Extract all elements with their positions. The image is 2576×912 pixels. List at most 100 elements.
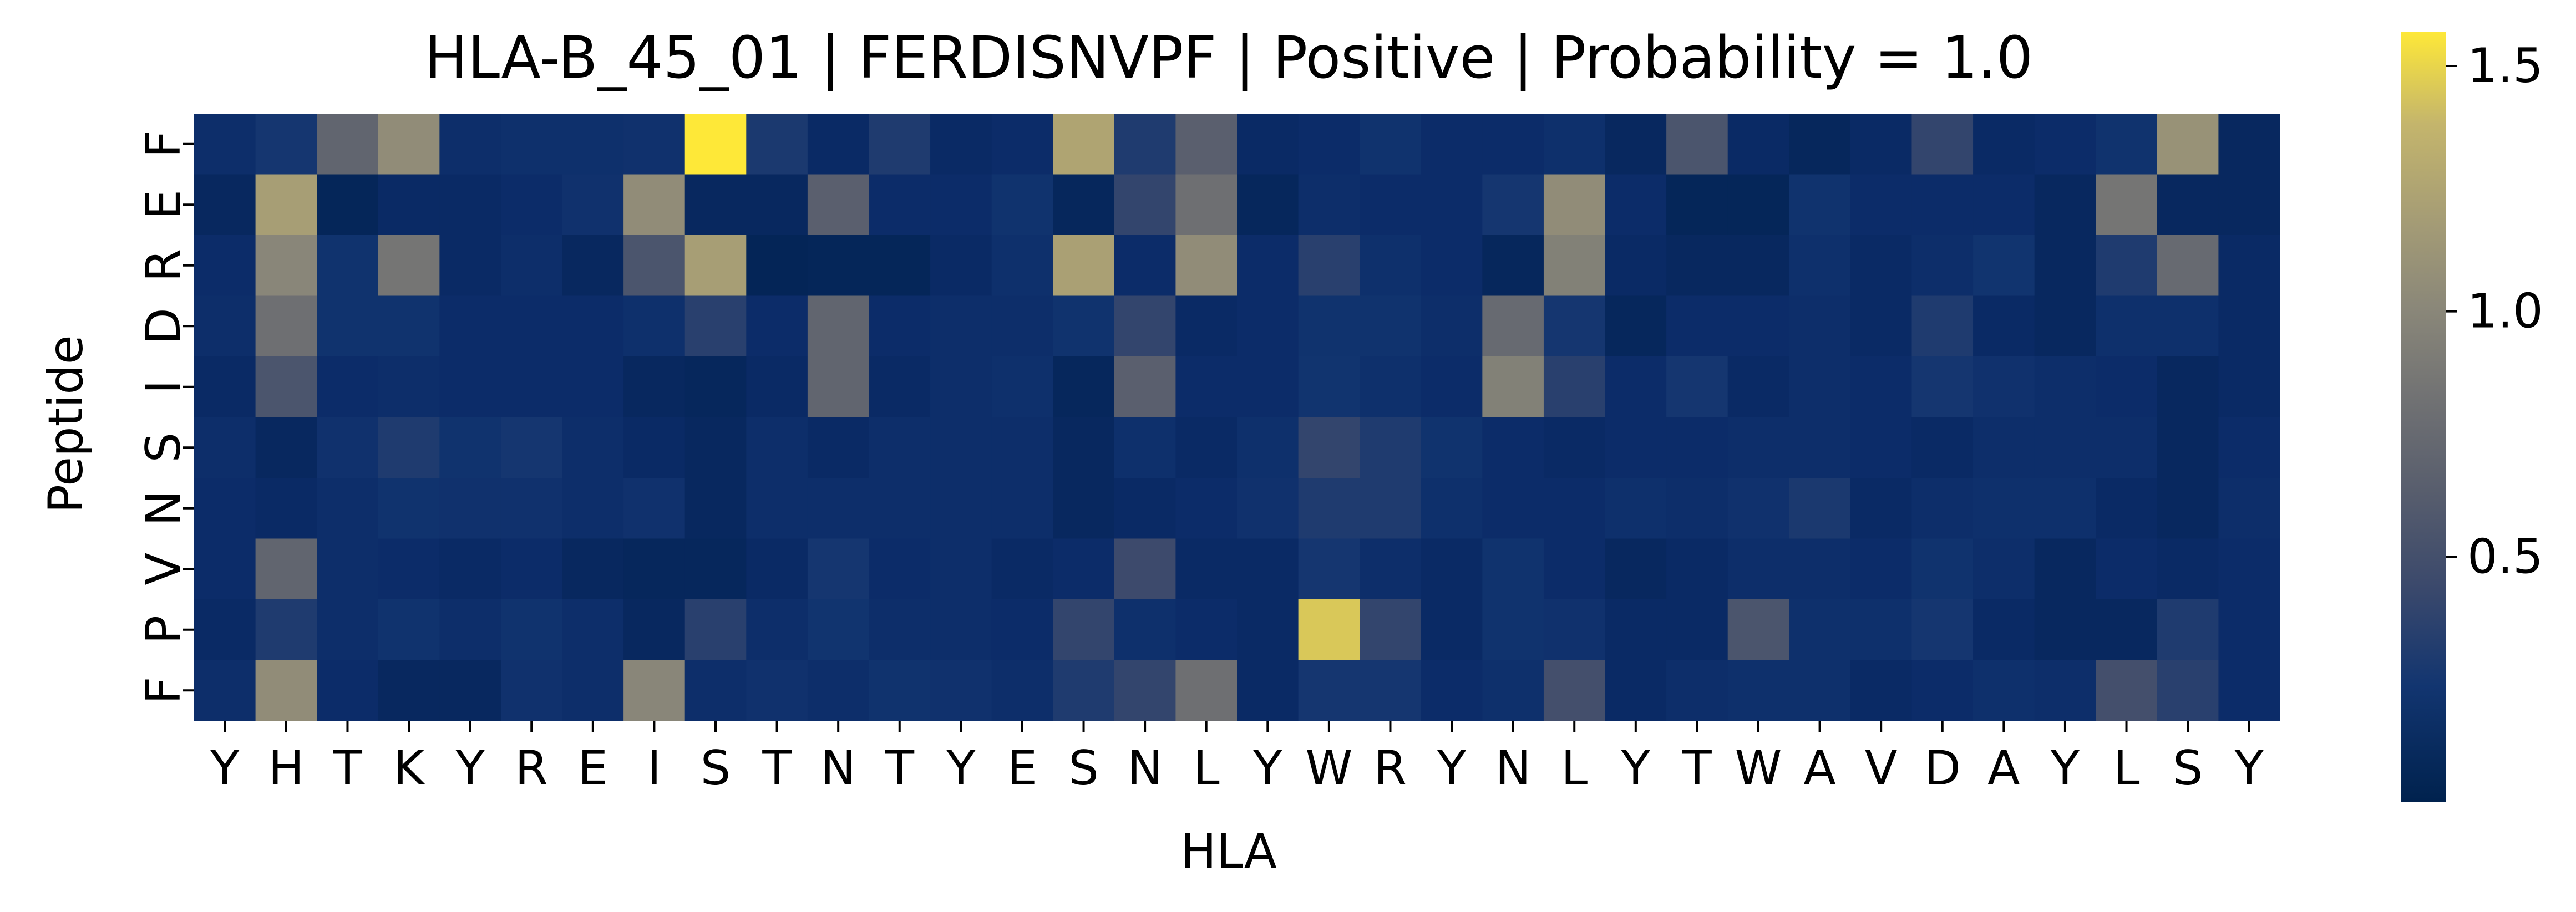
heatmap-cell xyxy=(439,235,501,296)
heatmap-cell xyxy=(1605,235,1667,296)
heatmap-cell xyxy=(1053,478,1114,539)
heatmap-cell xyxy=(1973,114,2035,175)
heatmap-cell xyxy=(2218,296,2280,357)
heatmap-cell xyxy=(1728,235,1789,296)
heatmap-cell xyxy=(930,296,992,357)
heatmap-cell xyxy=(1360,296,1421,357)
heatmap-cell xyxy=(2096,296,2157,357)
x-tick-label: S xyxy=(2173,741,2203,796)
heatmap-cell xyxy=(992,356,1053,417)
heatmap-cell xyxy=(1789,296,1850,357)
heatmap-cell xyxy=(808,235,869,296)
heatmap-cell xyxy=(1421,599,1483,660)
heatmap-cell xyxy=(194,296,256,357)
heatmap-cell xyxy=(1605,478,1667,539)
heatmap-cell xyxy=(1728,175,1789,236)
heatmap-cell xyxy=(1789,539,1850,600)
heatmap-cell xyxy=(1666,356,1728,417)
heatmap-cell xyxy=(1911,296,1973,357)
heatmap-cell xyxy=(439,599,501,660)
heatmap-cell xyxy=(1544,175,1605,236)
heatmap-cell xyxy=(1421,356,1483,417)
heatmap-cell xyxy=(623,539,685,600)
heatmap-cell xyxy=(1114,539,1176,600)
heatmap-cell xyxy=(378,539,440,600)
heatmap-cell xyxy=(1666,114,1728,175)
heatmap-cell xyxy=(869,478,930,539)
heatmap-cell xyxy=(317,296,378,357)
heatmap-cell xyxy=(378,296,440,357)
heatmap-cell xyxy=(1053,356,1114,417)
heatmap-cell xyxy=(1360,417,1421,478)
heatmap-cell xyxy=(1973,478,2035,539)
heatmap-cell xyxy=(1175,478,1237,539)
heatmap-cell xyxy=(1237,599,1299,660)
heatmap-cell xyxy=(1544,478,1605,539)
y-axis-label: Peptide xyxy=(38,335,94,513)
heatmap-cell xyxy=(501,175,562,236)
x-tick-label: V xyxy=(1865,741,1898,796)
heatmap-cell xyxy=(930,114,992,175)
heatmap-cell xyxy=(1299,296,1360,357)
heatmap-cell xyxy=(256,175,317,236)
heatmap-cell xyxy=(1544,356,1605,417)
heatmap-cell xyxy=(1911,417,1973,478)
heatmap-cell xyxy=(1911,599,1973,660)
heatmap-cell xyxy=(1175,175,1237,236)
heatmap-cell xyxy=(1299,114,1360,175)
heatmap-cell xyxy=(378,599,440,660)
heatmap-cell xyxy=(2035,114,2096,175)
heatmap-cell xyxy=(1053,175,1114,236)
heatmap-cell xyxy=(1053,235,1114,296)
heatmap-cell xyxy=(1482,114,1544,175)
heatmap-cell xyxy=(808,296,869,357)
heatmap-cell xyxy=(1053,599,1114,660)
heatmap-cell xyxy=(378,114,440,175)
heatmap-cell xyxy=(1421,478,1483,539)
heatmap-cell xyxy=(1850,660,1912,721)
heatmap-cell xyxy=(317,539,378,600)
heatmap-cell xyxy=(1850,478,1912,539)
heatmap-cell xyxy=(1911,114,1973,175)
heatmap-cell xyxy=(1605,660,1667,721)
heatmap-cell xyxy=(1666,539,1728,600)
heatmap-cell xyxy=(1666,599,1728,660)
heatmap-cell xyxy=(2096,356,2157,417)
heatmap-cell xyxy=(317,478,378,539)
heatmap-cell xyxy=(2035,356,2096,417)
heatmap-cell xyxy=(1973,356,2035,417)
heatmap-cell xyxy=(1973,175,2035,236)
heatmap-cell xyxy=(1911,539,1973,600)
heatmap-cell xyxy=(1114,660,1176,721)
heatmap-cell xyxy=(1789,175,1850,236)
x-tick-label: L xyxy=(1193,741,1220,796)
heatmap-cell xyxy=(1299,235,1360,296)
colorbar-tick-label: 0.5 xyxy=(2467,529,2543,584)
heatmap-cell xyxy=(501,296,562,357)
heatmap-cell xyxy=(562,417,624,478)
heatmap-cell xyxy=(1053,539,1114,600)
y-tick-label: S xyxy=(136,432,191,463)
heatmap-cell xyxy=(1360,114,1421,175)
heatmap-cell xyxy=(1482,478,1544,539)
x-tick-label: T xyxy=(884,741,914,796)
heatmap-cell xyxy=(930,235,992,296)
heatmap-cell xyxy=(2035,478,2096,539)
heatmap-cell xyxy=(317,235,378,296)
x-tick-label: N xyxy=(820,741,856,796)
heatmap-cell xyxy=(1482,599,1544,660)
heatmap-cell xyxy=(1237,296,1299,357)
heatmap-cell xyxy=(808,417,869,478)
heatmap-cell xyxy=(869,539,930,600)
x-tick-label: Y xyxy=(1437,741,1467,796)
heatmap-cell xyxy=(1789,478,1850,539)
heatmap-cell xyxy=(685,296,747,357)
heatmap-cell xyxy=(808,356,869,417)
x-tick-label: D xyxy=(1924,741,1961,796)
heatmap-cell xyxy=(1605,114,1667,175)
heatmap-cell xyxy=(1360,235,1421,296)
heatmap-cell xyxy=(2157,478,2219,539)
heatmap-cell xyxy=(1666,296,1728,357)
heatmap-cell xyxy=(623,235,685,296)
